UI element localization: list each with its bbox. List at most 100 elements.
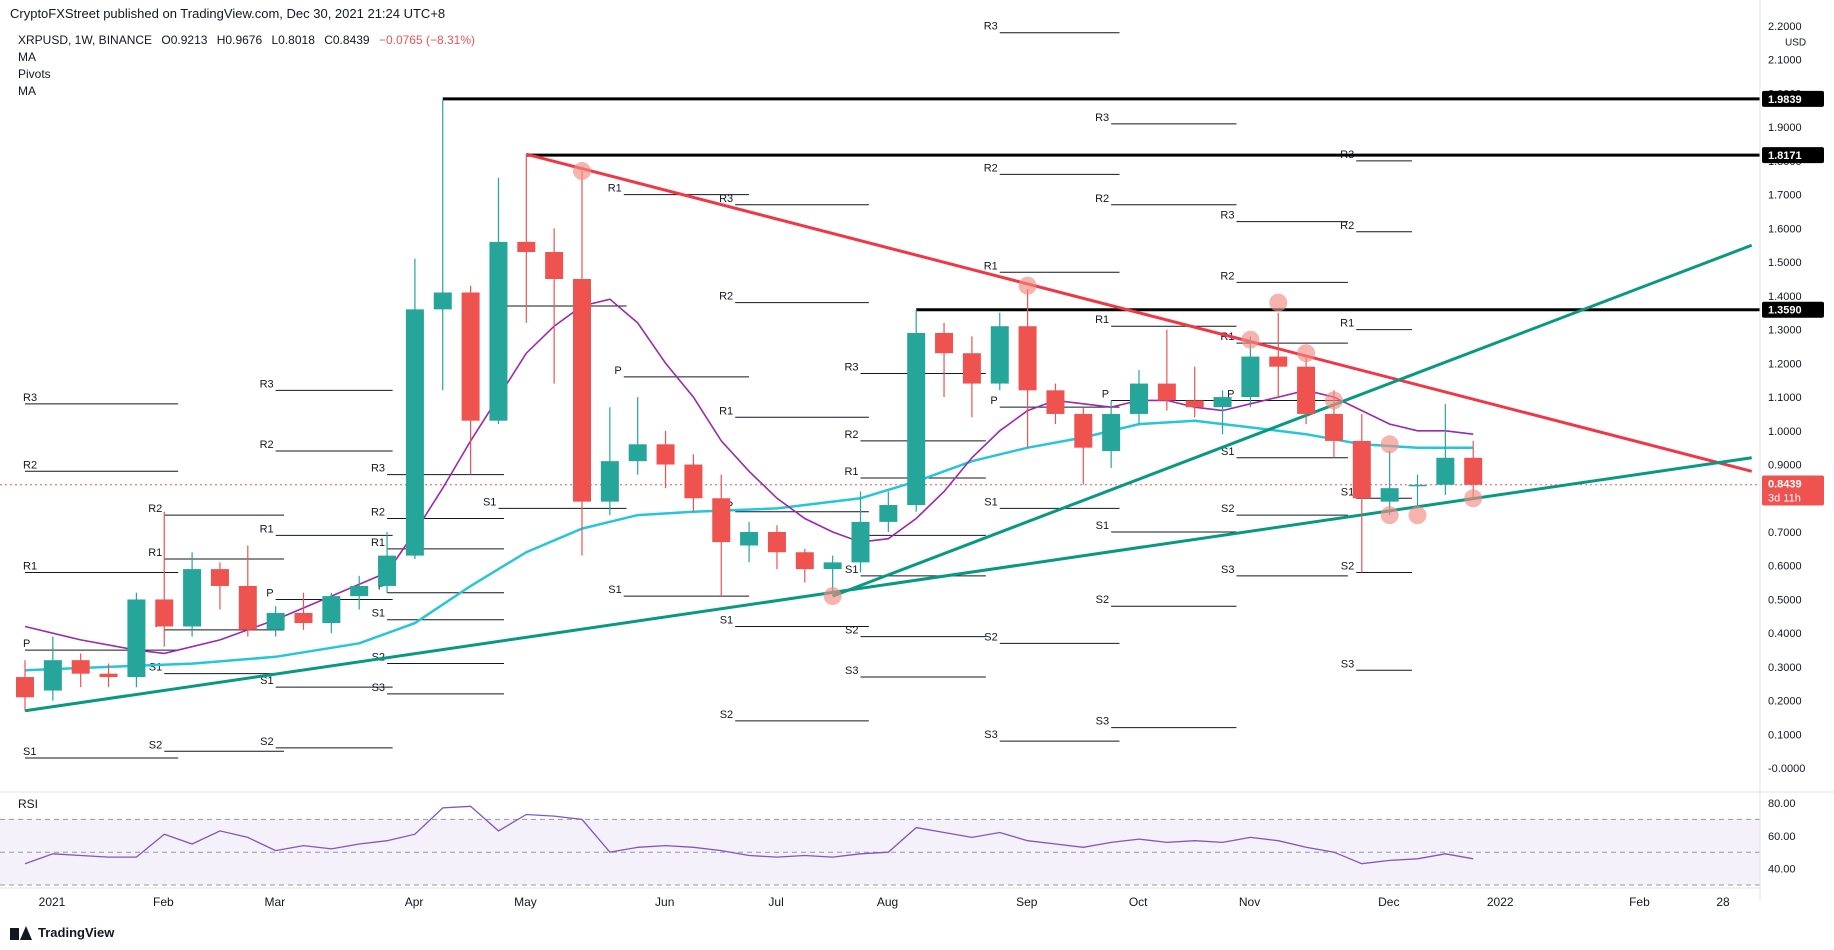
- touch-marker: [1241, 330, 1260, 349]
- candle-body: [879, 505, 898, 522]
- candle-body: [823, 562, 842, 570]
- pivot-label: R3: [719, 193, 733, 205]
- pivot-label: P: [378, 581, 385, 593]
- trendline-support-steep: [832, 243, 1753, 598]
- pivot-label: R3: [260, 378, 274, 390]
- publisher-header: CryptoFXStreet published on TradingView.…: [10, 6, 446, 21]
- price-label-box: [1762, 90, 1824, 107]
- price-tick-label: 1.2000: [1768, 358, 1802, 370]
- candle-body: [43, 660, 62, 691]
- time-tick-label: Feb: [153, 895, 174, 909]
- candle-body: [795, 552, 814, 570]
- pivot-label: S3: [984, 729, 997, 741]
- candle-body: [71, 660, 90, 674]
- rsi-tick-label: 40.00: [1768, 864, 1796, 876]
- time-tick-label: Jul: [768, 895, 783, 909]
- touch-marker: [573, 162, 591, 181]
- time-tick-label: May: [514, 895, 537, 909]
- price-tick-label: 1.1000: [1768, 392, 1802, 404]
- time-tick-label: 28: [1716, 895, 1730, 909]
- indicator-ma2-label[interactable]: MA: [18, 84, 36, 98]
- price-label-box: [1762, 301, 1824, 318]
- pivot-label: S1: [483, 496, 496, 508]
- pivot-label: R1: [260, 523, 274, 535]
- candle-body: [628, 444, 647, 462]
- candle-body: [99, 673, 118, 678]
- price-tick-label: 0.4000: [1768, 628, 1802, 640]
- pivot-label: R1: [23, 560, 37, 572]
- time-tick-label: Jun: [655, 895, 674, 909]
- candle-body: [378, 555, 397, 586]
- countdown-label: 3d 11h: [1768, 492, 1801, 504]
- touch-marker: [1297, 344, 1316, 363]
- open-value: O0.9213: [161, 33, 208, 47]
- pivot-label: S2: [1341, 560, 1354, 572]
- pivot-label: S1: [372, 608, 385, 620]
- pivot-label: S2: [1096, 594, 1109, 606]
- symbol-label[interactable]: XRPUSD, 1W, BINANCE: [18, 33, 153, 47]
- indicator-ma-label[interactable]: MA: [18, 50, 36, 64]
- candle-body: [1464, 457, 1483, 485]
- price-tick-label: 1.4000: [1768, 291, 1802, 303]
- time-tick-label: Dec: [1378, 895, 1399, 909]
- pivot-label: S3: [1096, 716, 1109, 728]
- pivot-label: S2: [720, 709, 733, 721]
- pivot-label: P: [614, 365, 621, 377]
- low-value: L0.8018: [271, 33, 315, 47]
- candle-body: [1018, 326, 1037, 391]
- pivot-label: S1: [1096, 520, 1109, 532]
- price-tick-label: 0.1000: [1768, 729, 1802, 741]
- price-label-box: [1762, 475, 1824, 506]
- candle-body: [1185, 400, 1204, 408]
- pivot-label: R1: [608, 183, 622, 195]
- candle-body: [656, 444, 675, 465]
- pivot-label: R1: [1095, 314, 1109, 326]
- close-value: C0.8439: [324, 33, 370, 47]
- candle-body: [1269, 356, 1288, 367]
- candle-body: [1241, 356, 1260, 398]
- candle-body: [740, 532, 759, 546]
- pivot-label: P: [990, 395, 997, 407]
- candle-body: [1324, 413, 1343, 441]
- candle-body: [990, 326, 1009, 384]
- pivot-label: S1: [608, 584, 621, 596]
- indicator-pivots-label[interactable]: Pivots: [18, 67, 51, 81]
- footer-brand: TradingView: [38, 925, 115, 940]
- pivot-label: S3: [1341, 658, 1354, 670]
- time-tick-label: Aug: [877, 895, 898, 909]
- candle-body: [712, 498, 731, 543]
- pivot-label: R3: [23, 392, 37, 404]
- candle-body: [962, 353, 981, 384]
- ma-slow-line: [24, 419, 1474, 672]
- time-tick-label: Mar: [264, 895, 285, 909]
- pivot-label: R2: [984, 162, 998, 174]
- pivot-label: R1: [1340, 318, 1354, 330]
- pivot-label: R3: [844, 361, 858, 373]
- pivot-label: R3: [371, 463, 385, 475]
- pivot-label: R2: [148, 503, 162, 515]
- pivot-label: S3: [1221, 564, 1234, 576]
- pivot-label: S1: [845, 564, 858, 576]
- time-tick-label: Apr: [405, 895, 424, 909]
- price-tick-label: 0.2000: [1768, 696, 1802, 708]
- pivot-label: P: [1102, 388, 1109, 400]
- candle-body: [545, 252, 564, 279]
- price-tick-label: 1.6000: [1768, 223, 1802, 235]
- pivot-label: R1: [371, 537, 385, 549]
- candle-body: [1380, 488, 1399, 502]
- pivot-label: P: [266, 587, 273, 599]
- candle-body: [433, 292, 452, 310]
- candle-body: [1352, 440, 1371, 499]
- candle-body: [767, 532, 786, 553]
- symbol-ohlc-row[interactable]: XRPUSD, 1W, BINANCE O0.9213 H0.9676 L0.8…: [18, 32, 481, 49]
- tradingview-footer[interactable]: TradingView: [10, 925, 114, 940]
- candle-body: [1130, 383, 1148, 414]
- pivot-label: R2: [1095, 193, 1109, 205]
- rsi-label[interactable]: RSI: [18, 797, 39, 811]
- trendline-resistance: [525, 152, 1753, 473]
- price-tick-label: -0.0000: [1768, 763, 1805, 775]
- pivot-label: R1: [984, 260, 998, 272]
- currency-label: USD: [1785, 37, 1806, 48]
- price-tick-label: 0.3000: [1768, 662, 1802, 674]
